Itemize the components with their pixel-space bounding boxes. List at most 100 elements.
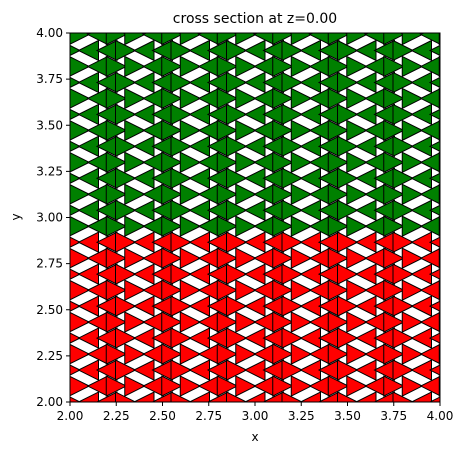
triangle-marker — [428, 204, 440, 216]
triangle-marker — [235, 119, 257, 142]
triangle-marker — [346, 87, 368, 110]
x-axis-label: x — [251, 430, 258, 444]
triangle-marker — [410, 391, 432, 402]
triangle-marker — [70, 184, 91, 205]
x-tick-label: 3.75 — [380, 409, 407, 423]
triangle-marker — [428, 108, 440, 120]
markers — [42, 9, 464, 402]
triangle-marker — [419, 216, 440, 237]
triangle-marker — [438, 55, 440, 78]
triangle-marker — [327, 183, 350, 206]
triangle-marker — [115, 135, 137, 158]
x-tick-label: 3.50 — [334, 409, 361, 423]
triangle-marker — [428, 268, 440, 280]
triangle-marker — [438, 343, 440, 365]
triangle-marker — [346, 343, 368, 365]
x-tick-label: 4.00 — [427, 409, 454, 423]
triangle-marker — [226, 71, 248, 94]
y-ticks: 2.00 2.25 2.50 2.75 3.00 3.25 3.50 3.75 4.00 — [36, 26, 70, 409]
triangle-marker — [449, 168, 464, 188]
triangle-marker — [281, 167, 304, 190]
triangle-marker — [449, 328, 464, 348]
triangle-marker — [392, 71, 415, 94]
triangle-marker — [290, 343, 313, 365]
triangle-marker — [115, 231, 137, 254]
triangle-marker — [216, 33, 239, 46]
triangle-marker — [105, 279, 128, 301]
triangle-marker — [226, 231, 248, 254]
triangle-marker — [337, 295, 359, 317]
triangle-marker — [327, 311, 350, 333]
triangle-marker — [337, 327, 359, 349]
triangle-marker — [179, 247, 202, 270]
triangle-marker — [42, 136, 62, 156]
x-tick-label: 2.75 — [195, 409, 222, 423]
triangle-marker — [327, 55, 350, 78]
triangle-marker — [179, 183, 202, 206]
triangle-marker — [70, 216, 91, 237]
triangle-marker — [70, 268, 82, 280]
triangle-marker — [290, 375, 313, 397]
triangle-marker — [216, 55, 239, 78]
triangle-marker — [428, 236, 440, 248]
triangle-marker — [383, 311, 405, 333]
triangle-marker — [290, 87, 313, 110]
triangle-marker — [346, 215, 368, 238]
triangle-marker — [42, 40, 62, 60]
triangle-marker — [375, 9, 395, 29]
triangle-marker — [124, 247, 146, 270]
triangle-marker — [383, 215, 405, 238]
triangle-marker — [449, 296, 464, 316]
triangle-marker — [281, 39, 304, 62]
triangle-marker — [105, 343, 128, 365]
triangle-marker — [383, 151, 405, 174]
triangle-marker — [153, 9, 173, 29]
triangle-marker — [327, 119, 350, 142]
triangle-marker — [272, 279, 294, 301]
triangle-marker — [419, 248, 440, 269]
triangle-marker — [124, 33, 146, 46]
triangle-marker — [438, 311, 440, 333]
triangle-marker — [115, 71, 137, 94]
triangle-marker — [105, 311, 128, 333]
triangle-marker — [132, 391, 155, 402]
triangle-marker — [124, 215, 146, 238]
triangle-marker — [206, 391, 229, 402]
triangle-marker — [401, 343, 424, 365]
triangle-marker — [70, 108, 82, 120]
triangle-marker — [161, 87, 183, 110]
triangle-marker — [346, 183, 368, 206]
triangle-marker — [226, 359, 248, 381]
triangle-marker — [216, 375, 239, 397]
triangle-marker — [235, 375, 257, 397]
triangle-marker — [188, 391, 210, 402]
triangle-marker — [70, 44, 82, 57]
triangle-marker — [124, 375, 146, 397]
triangle-marker — [346, 33, 368, 46]
triangle-marker — [161, 375, 183, 397]
triangle-marker — [235, 247, 257, 270]
triangle-marker — [70, 279, 91, 301]
triangle-marker — [161, 279, 183, 301]
triangle-marker — [392, 295, 415, 317]
triangle-marker — [346, 375, 368, 397]
triangle-marker — [235, 279, 257, 301]
triangle-marker — [327, 247, 350, 270]
triangle-marker — [161, 183, 183, 206]
triangle-marker — [392, 39, 415, 62]
triangle-marker — [42, 328, 62, 348]
triangle-marker — [105, 33, 128, 46]
x-tick-label: 2.50 — [149, 409, 176, 423]
triangle-marker — [449, 72, 464, 92]
x-tick-label: 3.25 — [288, 409, 315, 423]
triangle-marker — [105, 151, 128, 174]
triangle-marker — [419, 120, 440, 141]
triangle-marker — [170, 71, 193, 94]
triangle-marker — [70, 364, 82, 376]
triangle-marker — [179, 215, 202, 238]
triangle-marker — [419, 152, 440, 173]
x-tick-label: 2.25 — [103, 409, 130, 423]
triangle-marker — [419, 88, 440, 109]
triangle-marker — [272, 375, 294, 397]
triangle-marker — [449, 264, 464, 284]
